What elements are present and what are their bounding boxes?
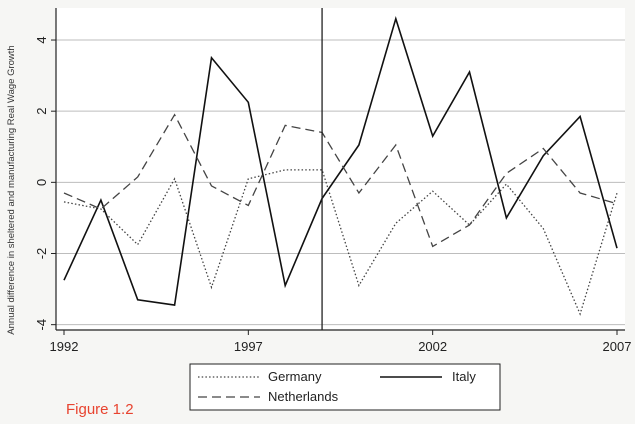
plot-area: [56, 8, 625, 330]
legend: Germany Italy Netherlands: [189, 363, 501, 411]
axes: [55, 8, 625, 331]
series-line-netherlands: [63, 113, 618, 248]
legend-label-germany: Germany: [268, 369, 322, 384]
x-tick-label: 2002: [418, 339, 447, 354]
series-line-italy: [63, 15, 618, 307]
legend-label-netherlands: Netherlands: [268, 389, 339, 404]
y-tick-label: 0: [34, 179, 49, 186]
series-lines: [63, 15, 618, 316]
y-tick-label: -2: [34, 248, 49, 260]
y-tick-label: 4: [34, 36, 49, 43]
x-tick-label: 1997: [234, 339, 263, 354]
legend-label-italy: Italy: [452, 369, 476, 384]
y-tick-label: -4: [34, 319, 49, 331]
y-axis-title: Annual difference in sheltered and manuf…: [6, 45, 17, 334]
x-tick-label: 2007: [603, 339, 632, 354]
tick-labels: -4 -2 0 2 4 1992 1997 2002 2007: [34, 36, 631, 354]
x-tick-label: 1992: [50, 339, 79, 354]
legend-box: [189, 363, 501, 411]
gridlines: [56, 39, 625, 326]
figure-caption: Figure 1.2: [66, 401, 134, 418]
series-line-germany: [63, 169, 618, 316]
y-tick-label: 2: [34, 108, 49, 115]
